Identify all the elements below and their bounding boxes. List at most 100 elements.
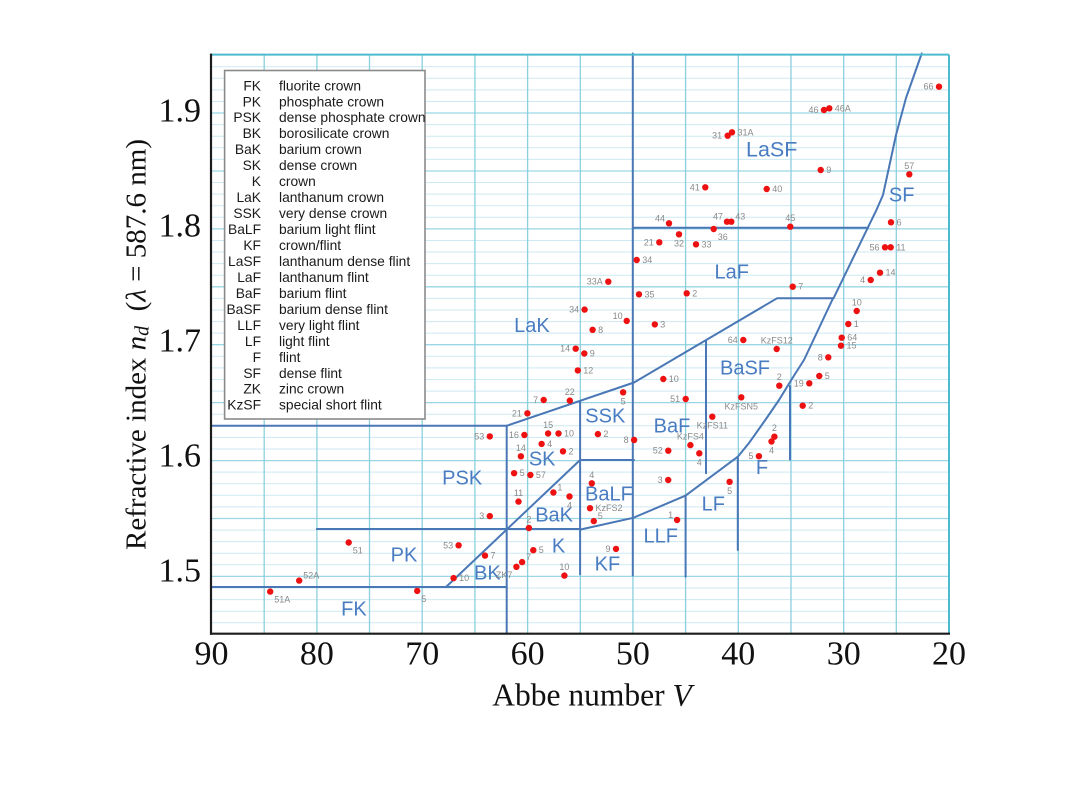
svg-text:31: 31	[712, 131, 722, 141]
svg-text:LaK: LaK	[236, 190, 261, 205]
svg-text:35: 35	[645, 289, 655, 299]
svg-text:51: 51	[670, 394, 680, 404]
svg-text:20: 20	[932, 636, 966, 673]
svg-text:60: 60	[511, 636, 545, 673]
svg-text:1.5: 1.5	[159, 553, 202, 590]
svg-text:fluorite crown: fluorite crown	[279, 78, 361, 93]
svg-text:36: 36	[718, 232, 728, 242]
svg-text:4: 4	[769, 446, 774, 456]
svg-text:5: 5	[421, 594, 426, 604]
svg-text:BaLF: BaLF	[585, 483, 633, 505]
svg-text:barium crown: barium crown	[279, 142, 362, 157]
svg-text:21: 21	[512, 408, 522, 418]
svg-text:SF: SF	[889, 185, 915, 207]
svg-text:66: 66	[923, 82, 933, 92]
svg-text:4: 4	[860, 275, 865, 285]
svg-text:8: 8	[818, 352, 823, 362]
svg-text:9: 9	[605, 544, 610, 554]
svg-text:57: 57	[536, 470, 546, 480]
svg-text:LLF: LLF	[643, 525, 677, 547]
svg-text:lanthanum flint: lanthanum flint	[279, 270, 369, 285]
svg-text:ZK7: ZK7	[496, 570, 513, 580]
svg-text:57: 57	[904, 161, 914, 171]
svg-text:33: 33	[702, 239, 712, 249]
svg-text:very light flint: very light flint	[279, 318, 360, 333]
svg-text:22: 22	[565, 387, 575, 397]
svg-text:46A: 46A	[835, 103, 851, 113]
svg-text:30: 30	[827, 636, 861, 673]
svg-text:KzFS12: KzFS12	[761, 336, 793, 346]
svg-text:SF: SF	[243, 366, 261, 381]
svg-text:14: 14	[560, 344, 570, 354]
svg-text:LF: LF	[245, 334, 261, 349]
svg-text:barium dense flint: barium dense flint	[279, 302, 388, 317]
svg-text:90: 90	[195, 636, 229, 673]
svg-text:2: 2	[772, 423, 777, 433]
svg-text:PK: PK	[391, 545, 418, 567]
svg-text:BaF: BaF	[236, 286, 261, 301]
svg-text:10: 10	[564, 429, 574, 439]
svg-text:LaSF: LaSF	[228, 254, 261, 269]
svg-text:4: 4	[697, 457, 702, 467]
svg-text:40: 40	[772, 184, 782, 194]
svg-text:4: 4	[567, 501, 572, 511]
svg-text:crown/flint: crown/flint	[279, 238, 341, 253]
svg-text:15: 15	[543, 420, 553, 430]
svg-text:43: 43	[735, 212, 745, 222]
svg-text:special short flint: special short flint	[279, 398, 382, 413]
svg-text:64: 64	[728, 335, 738, 345]
svg-text:53: 53	[474, 431, 484, 441]
svg-text:2: 2	[603, 429, 608, 439]
svg-text:very dense crown: very dense crown	[279, 206, 387, 221]
svg-text:15: 15	[847, 341, 857, 351]
svg-text:barium flint: barium flint	[279, 286, 347, 301]
svg-text:FK: FK	[341, 598, 367, 620]
svg-text:8: 8	[624, 435, 629, 445]
svg-text:46: 46	[808, 105, 818, 115]
svg-text:2: 2	[692, 288, 697, 298]
svg-text:KzSF: KzSF	[227, 398, 261, 413]
svg-text:dense crown: dense crown	[279, 158, 357, 173]
svg-text:LLF: LLF	[237, 318, 261, 333]
svg-text:SK: SK	[529, 448, 556, 470]
svg-text:64: 64	[847, 333, 857, 343]
svg-text:53: 53	[443, 540, 453, 550]
svg-text:19: 19	[794, 378, 804, 388]
svg-text:31A: 31A	[738, 127, 754, 137]
svg-text:3: 3	[658, 475, 663, 485]
svg-text:21: 21	[644, 237, 654, 247]
svg-text:8: 8	[598, 325, 603, 335]
svg-text:5: 5	[825, 371, 830, 381]
svg-text:BaSF: BaSF	[720, 357, 770, 379]
svg-text:BK: BK	[474, 562, 501, 584]
svg-text:2: 2	[526, 515, 531, 525]
svg-text:56: 56	[869, 242, 879, 252]
svg-text:12: 12	[583, 365, 593, 375]
svg-text:10: 10	[459, 573, 469, 583]
svg-text:light flint: light flint	[279, 334, 330, 349]
svg-text:52A: 52A	[303, 571, 319, 581]
svg-text:10: 10	[613, 311, 623, 321]
svg-text:34: 34	[569, 305, 579, 315]
svg-text:FK: FK	[243, 78, 261, 93]
svg-text:32: 32	[674, 238, 684, 248]
svg-text:lanthanum crown: lanthanum crown	[279, 190, 384, 205]
svg-text:40: 40	[721, 636, 755, 673]
svg-text:LF: LF	[702, 493, 725, 515]
svg-text:PSK: PSK	[233, 110, 261, 125]
svg-text:14: 14	[886, 268, 896, 278]
svg-text:lanthanum dense flint: lanthanum dense flint	[279, 254, 410, 269]
svg-text:BaK: BaK	[535, 505, 573, 527]
svg-text:80: 80	[300, 636, 334, 673]
svg-text:44: 44	[655, 213, 665, 223]
svg-text:SSK: SSK	[585, 406, 626, 428]
svg-text:3: 3	[479, 511, 484, 521]
svg-text:52: 52	[653, 446, 663, 456]
svg-text:dense phosphate crown: dense phosphate crown	[279, 110, 426, 125]
svg-text:45: 45	[785, 213, 795, 223]
svg-text:11: 11	[514, 488, 523, 498]
svg-text:KF: KF	[595, 553, 621, 575]
svg-text:BaF: BaF	[654, 416, 691, 438]
svg-text:34: 34	[642, 255, 652, 265]
svg-text:2: 2	[808, 401, 813, 411]
